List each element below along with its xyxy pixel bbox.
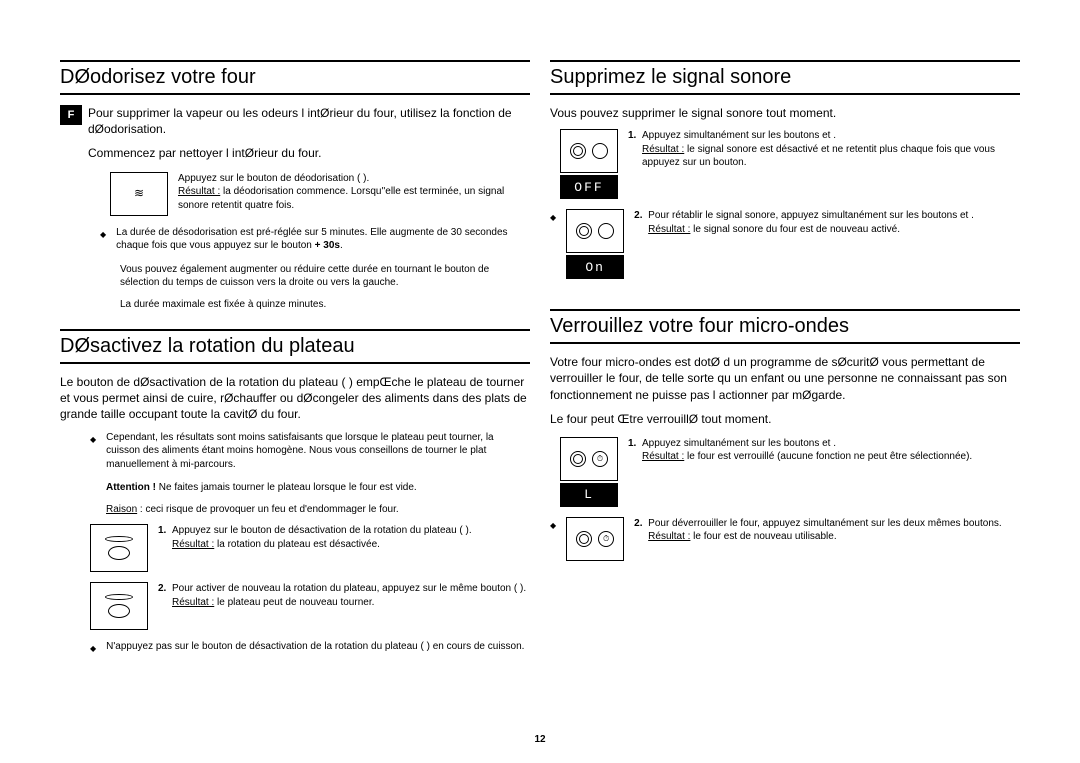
page-number: 12 — [0, 734, 1080, 745]
step-number-2: 2. — [634, 517, 648, 544]
turntable-step2-row: 2. Pour activer de nouveau la rotation d… — [90, 582, 530, 630]
deodorize-title: DØodorisez votre four — [60, 60, 530, 95]
step-number-2: 2. — [634, 209, 648, 236]
oval-icon — [108, 604, 130, 618]
lock-intro: Votre four micro-ondes est dotØ d un pro… — [550, 354, 1020, 403]
start-icon — [598, 223, 614, 239]
beep-buttons-icon2 — [566, 209, 624, 253]
beep-buttons-icon — [560, 129, 618, 173]
deodorize-intro-block: F Pour supprimer la vapeur ou les odeurs… — [60, 105, 530, 145]
step-number-1: 1. — [158, 524, 172, 551]
turntable-note-b: Attention ! Ne faites jamais tourner le … — [106, 481, 530, 495]
stop-icon — [576, 531, 592, 547]
turntable-off-icon — [90, 524, 148, 572]
deodorize-step-row: ≋ Appuyez sur le bouton de déodorisation… — [110, 172, 530, 216]
turntable-intro: Le bouton de dØsactivation de la rotatio… — [60, 374, 530, 423]
lock-buttons-icon: ⏱ — [560, 437, 618, 481]
deodorize-intro: Pour supprimer la vapeur ou les odeurs l… — [60, 105, 530, 137]
deodorize-step-text: Appuyez sur le bouton de déodorisation (… — [178, 172, 530, 213]
lock-sub: Le four peut Œtre verrouillØ tout moment… — [550, 411, 1020, 427]
beep-step1-row: OFF 1. Appuyez simultanément sur les bou… — [560, 129, 1020, 199]
display-off: OFF — [560, 175, 618, 199]
deodorize-note-c: La durée maximale est fixée à quinze min… — [120, 298, 530, 312]
lock-title: Verrouillez votre four micro-ondes — [550, 309, 1020, 344]
lock-step1-row: ⏱ L 1. Appuyez simultanément sur les bou… — [560, 437, 1020, 507]
stop-icon — [570, 143, 586, 159]
beep-title: Supprimez le signal sonore — [550, 60, 1020, 95]
beep-step2-row: On 2. Pour rétablir le signal sonore, ap… — [550, 209, 1020, 279]
stop-icon — [570, 451, 586, 467]
left-column: DØodorisez votre four F Pour supprimer l… — [60, 60, 530, 664]
deodorize-sub: Commencez par nettoyer l intØrieur du fo… — [88, 145, 530, 161]
page-content: DØodorisez votre four F Pour supprimer l… — [60, 60, 1020, 664]
turntable-on-icon — [90, 582, 148, 630]
beep-intro: Vous pouvez supprimer le signal sonore t… — [550, 105, 1020, 121]
turntable-step1-row: 1. Appuyez sur le bouton de désactivatio… — [90, 524, 530, 572]
right-column: Supprimez le signal sonore Vous pouvez s… — [550, 60, 1020, 664]
oval-icon — [108, 546, 130, 560]
start-icon — [592, 143, 608, 159]
display-on: On — [566, 255, 624, 279]
step-number-2: 2. — [158, 582, 172, 609]
turntable-title: DØsactivez la rotation du plateau — [60, 329, 530, 364]
language-badge: F — [60, 105, 82, 125]
turntable-note-a: Cependant, les résultats sont moins sati… — [90, 431, 530, 472]
dish-icon — [105, 536, 133, 542]
step-number-1: 1. — [628, 437, 642, 464]
dish-icon — [105, 594, 133, 600]
lock-step2-row: ⏱ 2. Pour déverrouiller le four, appuyez… — [550, 517, 1020, 561]
turntable-note-d: N'appuyez pas sur le bouton de désactiva… — [90, 640, 530, 654]
deodorize-note-b: Vous pouvez également augmenter ou rédui… — [120, 263, 530, 290]
turntable-note-c: Raison : ceci risque de provoquer un feu… — [106, 503, 530, 517]
lock-buttons-icon2: ⏱ — [566, 517, 624, 561]
steam-icon: ≋ — [134, 190, 144, 197]
clock-icon: ⏱ — [592, 451, 608, 467]
deodorize-icon: ≋ — [110, 172, 168, 216]
stop-icon — [576, 223, 592, 239]
deodorize-note-a: La durée de désodorisation est pré-réglé… — [100, 226, 530, 253]
display-l: L — [560, 483, 618, 507]
clock-icon: ⏱ — [598, 531, 614, 547]
step-number-1: 1. — [628, 129, 642, 170]
